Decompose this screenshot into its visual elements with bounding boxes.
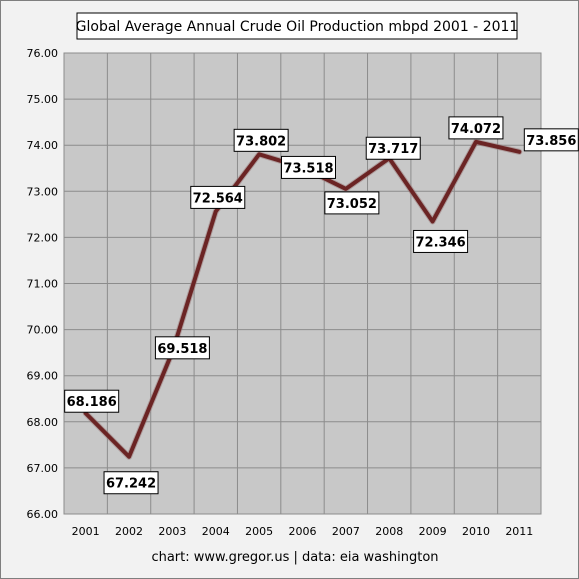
data-label-box [190, 185, 246, 209]
data-label: 73.518 [281, 155, 336, 179]
data-label-box [324, 191, 380, 215]
data-label: 72.346 [413, 229, 469, 253]
data-label: 67.242 [103, 471, 159, 495]
data-label: 73.052 [324, 191, 380, 215]
x-tick-label: 2004 [202, 525, 230, 538]
data-label: 74.072 [448, 116, 504, 140]
source-note: chart: www.gregor.us | data: eia washing… [151, 550, 438, 565]
x-axis-ticks: 2001 2002 2003 2004 2005 2006 2007 2008 2009 2010… [72, 525, 534, 538]
gridlines [64, 52, 541, 515]
y-tick-label: 72.00 [27, 231, 59, 244]
data-label-text: 73.717 [368, 142, 418, 157]
data-label-text: 72.564 [193, 191, 243, 206]
data-label-box [413, 229, 469, 253]
y-tick-label: 66.00 [27, 508, 59, 521]
data-label: 72.564 [190, 185, 246, 209]
data-label-text: 73.518 [283, 161, 333, 176]
x-tick-label: 2001 [72, 525, 100, 538]
data-label-text: 74.072 [451, 122, 501, 137]
y-tick-label: 69.00 [27, 370, 59, 383]
y-tick-label: 76.00 [27, 47, 59, 60]
data-label-box [365, 136, 421, 160]
data-label-box [233, 128, 289, 152]
y-tick-label: 75.00 [27, 93, 59, 106]
x-tick-label: 2011 [505, 525, 533, 538]
data-label-text: 73.052 [327, 197, 377, 212]
x-tick-label: 2008 [375, 525, 403, 538]
data-label-box [281, 155, 336, 179]
x-tick-label: 2006 [289, 525, 317, 538]
data-label-text: 73.856 [526, 134, 576, 149]
y-tick-label: 67.00 [27, 462, 59, 475]
data-label-box [103, 471, 159, 495]
data-label: 73.717 [365, 136, 421, 160]
x-tick-label: 2007 [332, 525, 360, 538]
y-tick-label: 74.00 [27, 139, 59, 152]
data-label-text: 72.346 [416, 235, 466, 250]
data-label-box [154, 336, 210, 360]
x-tick-label: 2005 [245, 525, 273, 538]
data-labels: 68.186 67.242 69.518 72.564 73.802 73.518 73.0… [64, 116, 579, 495]
x-tick-label: 2003 [158, 525, 186, 538]
x-tick-label: 2009 [419, 525, 447, 538]
data-label-text: 68.186 [67, 395, 117, 410]
data-label: 73.802 [233, 128, 289, 152]
y-tick-label: 73.00 [27, 185, 59, 198]
title-box: Global Average Annual Crude Oil Producti… [76, 12, 519, 40]
data-label: 73.856 [523, 128, 579, 152]
data-label-text: 69.518 [157, 342, 207, 357]
y-axis-ticks: 66.00 67.00 68.00 69.00 70.00 71.00 72.00 73.00… [27, 47, 59, 521]
x-tick-label: 2002 [115, 525, 143, 538]
data-label-text: 67.242 [106, 477, 156, 492]
data-label-text: 73.802 [236, 134, 286, 149]
y-tick-label: 71.00 [27, 278, 59, 291]
y-tick-label: 68.00 [27, 416, 59, 429]
data-label: 68.186 [64, 389, 120, 413]
data-label-box [64, 389, 120, 413]
data-label: 69.518 [154, 336, 210, 360]
y-tick-label: 70.00 [27, 324, 59, 337]
data-label-box [523, 128, 579, 152]
x-tick-label: 2010 [462, 525, 490, 538]
data-label-box [448, 116, 504, 140]
chart-title: Global Average Annual Crude Oil Producti… [76, 19, 519, 35]
